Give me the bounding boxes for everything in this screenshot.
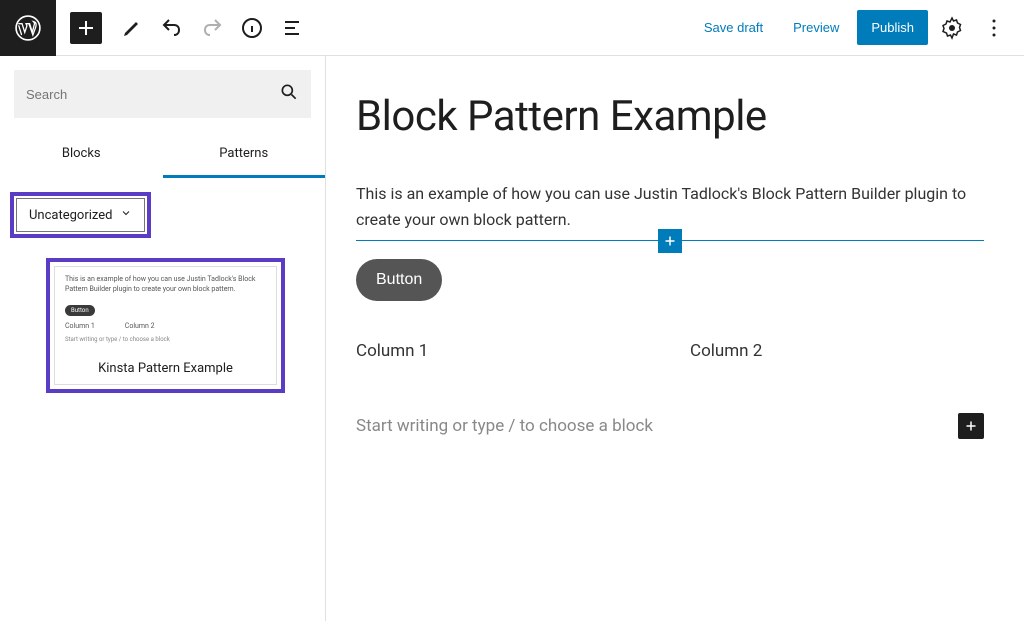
category-highlight: Uncategorized	[10, 192, 151, 238]
column-1[interactable]: Column 1	[356, 341, 650, 361]
block-inserter-line[interactable]	[356, 240, 984, 241]
top-toolbar: Save draft Preview Publish	[0, 0, 1024, 56]
post-title[interactable]: Block Pattern Example	[356, 92, 984, 141]
preview-button[interactable]: Preview	[781, 12, 851, 43]
preview-col2: Column 2	[125, 322, 155, 330]
paragraph-block[interactable]: This is an example of how you can use Ju…	[356, 181, 984, 232]
inserter-sidebar: Blocks Patterns Uncategorized This is an…	[0, 56, 326, 621]
search-input[interactable]	[26, 87, 279, 102]
button-block[interactable]: Button	[356, 259, 442, 301]
add-block-button[interactable]	[70, 12, 102, 44]
toolbar-left	[56, 10, 310, 46]
appender-prompt[interactable]: Start writing or type / to choose a bloc…	[356, 416, 958, 436]
tab-blocks[interactable]: Blocks	[0, 132, 163, 178]
wordpress-logo[interactable]	[0, 0, 56, 56]
preview-col1: Column 1	[65, 322, 95, 330]
appender-add-button[interactable]	[958, 413, 984, 439]
publish-button[interactable]: Publish	[857, 10, 928, 45]
preview-button-pill: Button	[65, 305, 95, 316]
preview-text: This is an example of how you can use Ju…	[65, 275, 266, 295]
pattern-preview[interactable]: This is an example of how you can use Ju…	[54, 266, 277, 385]
columns-block: Column 1 Column 2	[356, 341, 984, 361]
column-2[interactable]: Column 2	[690, 341, 984, 361]
inline-inserter-button[interactable]	[658, 229, 682, 253]
category-label: Uncategorized	[29, 208, 112, 223]
default-appender: Start writing or type / to choose a bloc…	[356, 413, 984, 439]
outline-button[interactable]	[274, 10, 310, 46]
toolbar-right: Save draft Preview Publish	[692, 10, 1024, 46]
editor-canvas: Block Pattern Example This is an example…	[326, 56, 1024, 621]
search-icon	[279, 82, 299, 106]
undo-button[interactable]	[154, 10, 190, 46]
category-select[interactable]: Uncategorized	[16, 198, 145, 232]
save-draft-button[interactable]: Save draft	[692, 12, 775, 43]
info-button[interactable]	[234, 10, 270, 46]
search-box	[14, 70, 311, 118]
chevron-down-icon	[120, 207, 132, 223]
redo-button[interactable]	[194, 10, 230, 46]
main-area: Blocks Patterns Uncategorized This is an…	[0, 56, 1024, 621]
tab-patterns[interactable]: Patterns	[163, 132, 326, 178]
inserter-tabs: Blocks Patterns	[0, 132, 325, 178]
pattern-label: Kinsta Pattern Example	[55, 351, 276, 384]
preview-prompt: Start writing or type / to choose a bloc…	[65, 336, 266, 343]
more-button[interactable]	[976, 10, 1012, 46]
pattern-highlight: This is an example of how you can use Ju…	[46, 258, 285, 393]
settings-button[interactable]	[934, 10, 970, 46]
edit-button[interactable]	[114, 10, 150, 46]
